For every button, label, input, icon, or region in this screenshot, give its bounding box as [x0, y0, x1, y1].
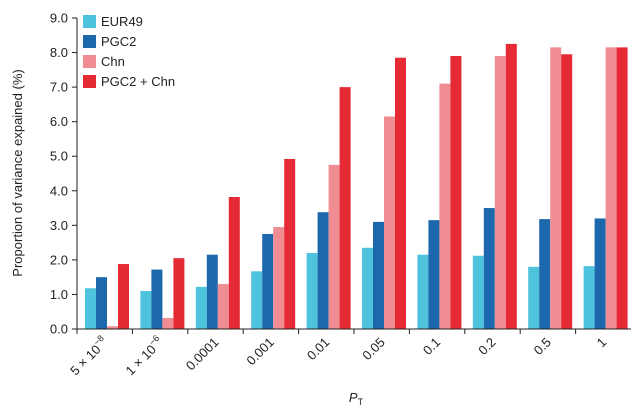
y-tick-label: 4.0 [50, 183, 68, 198]
bar-chn-3 [273, 227, 285, 329]
bar-eur49-5 [362, 247, 373, 329]
bar-pgc2-7 [483, 208, 495, 329]
bar-chn-4 [328, 164, 340, 329]
bar-pgc2-chn-6 [450, 56, 462, 330]
bar-chn-0 [107, 326, 118, 329]
y-tick-label: 0.0 [50, 322, 68, 337]
bar-pgc2-chn-0 [118, 264, 129, 329]
x-tick-label-base: 0.2 [475, 335, 498, 358]
bar-eur49-8 [528, 266, 540, 329]
y-axis-ticks: 0.0 1.0 2.0 3.0 4.0 5.0 6.0 7.0 8.0 9.0 [50, 11, 77, 337]
bar-eur49-1 [140, 290, 152, 329]
bar-eur49-4 [306, 252, 318, 329]
x-tick-label: 5 × 10−8 [66, 333, 111, 378]
bar-pgc2-chn-3 [284, 158, 296, 329]
legend-label: EUR49 [101, 14, 143, 29]
y-tick-label: 9.0 [50, 11, 68, 26]
bar-pgc2-8 [539, 219, 551, 329]
bar-eur49-0 [85, 288, 96, 329]
bar-chn-8 [550, 47, 562, 329]
bar-chn-1 [162, 317, 174, 329]
y-tick-label: 6.0 [50, 114, 68, 129]
x-tick-label-base: 0.1 [420, 335, 443, 358]
bar-pgc2-5 [373, 221, 384, 329]
bar-chn-5 [384, 116, 395, 329]
y-axis-title: Proportion of variance expained (%) [10, 69, 25, 276]
bar-pgc2-chn-1 [173, 258, 185, 329]
bar-chn-2 [217, 284, 229, 329]
y-tick-label: 1.0 [50, 287, 68, 302]
bar-pgc2-chn-9 [616, 47, 628, 329]
x-axis-title: PT [349, 390, 364, 407]
bar-pgc2-chn-8 [561, 54, 573, 330]
x-tick-label: 0.2 [475, 335, 498, 358]
bar-pgc2-chn-7 [505, 43, 517, 330]
legend: EUR49 PGC2 Chn PGC2 + Chn [83, 14, 175, 89]
bar-eur49-7 [472, 255, 484, 329]
x-axis-title-main: P [349, 390, 358, 405]
y-tick-label: 5.0 [50, 149, 68, 164]
x-tick-label: 0.1 [420, 335, 443, 358]
y-tick-label: 8.0 [50, 45, 68, 60]
bar-pgc2-4 [317, 212, 329, 329]
bar-pgc2-9 [594, 218, 606, 329]
legend-label: PGC2 + Chn [101, 74, 175, 89]
y-tick-label: 3.0 [50, 218, 68, 233]
bar-pgc2-6 [428, 220, 440, 329]
legend-swatch-eur49 [83, 15, 96, 28]
bars [85, 43, 628, 330]
bar-pgc2-1 [151, 269, 163, 329]
y-tick-label: 7.0 [50, 80, 68, 95]
y-tick-label: 2.0 [50, 252, 68, 267]
bar-pgc2-chn-4 [339, 87, 351, 329]
legend-swatch-pgc2 [83, 35, 96, 48]
bar-chn-9 [605, 47, 617, 329]
x-tick-label-base: 0.5 [531, 335, 554, 358]
x-tick-label: 0.001 [243, 335, 277, 369]
bar-eur49-3 [251, 271, 263, 329]
bar-pgc2-chn-2 [228, 196, 240, 329]
x-axis-title-subscript: T [358, 397, 364, 407]
bar-eur49-9 [583, 266, 595, 329]
bar-pgc2-0 [96, 277, 107, 329]
legend-swatch-pgc2-chn [83, 75, 96, 88]
x-tick-label-base: 0.01 [304, 335, 333, 364]
legend-label: PGC2 [101, 34, 136, 49]
legend-label: Chn [101, 54, 125, 69]
x-tick-label-base: 0.05 [359, 335, 388, 364]
x-tick-label: 0.5 [531, 335, 554, 358]
bar-pgc2-3 [262, 233, 274, 329]
x-tick-label-base: 0.001 [243, 335, 277, 369]
bar-chn-6 [439, 83, 451, 330]
bar-pgc2-chn-5 [395, 57, 406, 329]
x-tick-label: 0.01 [304, 335, 333, 364]
x-tick-labels: 5 × 10−81 × 10−6 0.0001 0.001 0.01 0.05 0.1 0.… [66, 329, 610, 378]
bar-eur49-6 [417, 254, 429, 329]
x-tick-label: 0.0001 [183, 335, 222, 374]
x-tick-label-base: 0.0001 [183, 335, 222, 374]
bar-eur49-2 [195, 286, 207, 329]
bar-pgc2-2 [206, 254, 218, 329]
bar-chn-7 [494, 56, 506, 330]
x-tick-label: 1 × 10−6 [121, 333, 166, 378]
legend-swatch-chn [83, 55, 96, 68]
x-tick-label: 1 [594, 335, 610, 351]
x-tick-label: 0.05 [359, 335, 388, 364]
x-tick-label-base: 1 [594, 335, 610, 351]
